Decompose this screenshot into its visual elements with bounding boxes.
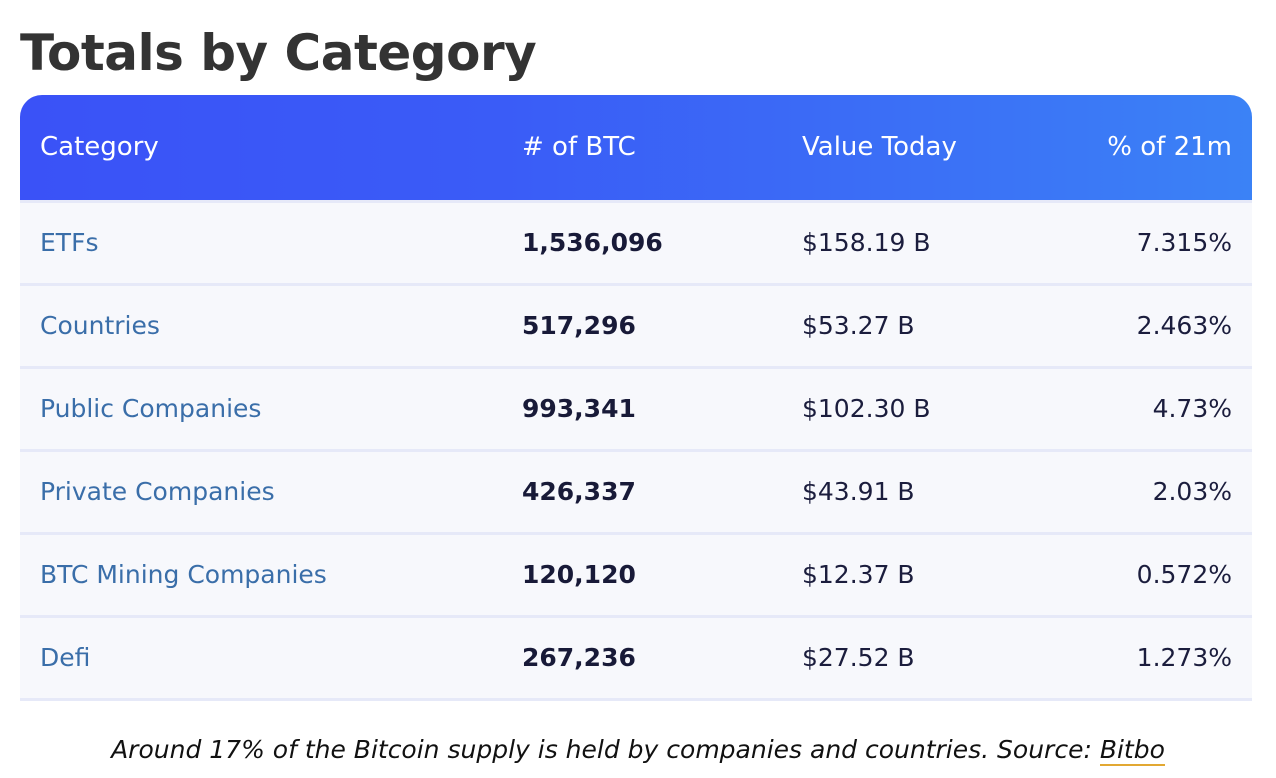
btc-cell: 267,236 (502, 614, 782, 701)
category-cell[interactable]: Public Companies (20, 365, 502, 450)
percent-cell: 2.03% (1042, 448, 1252, 533)
btc-cell: 993,341 (502, 365, 782, 450)
column-header-value[interactable]: Value Today (782, 95, 1042, 201)
value-cell: $102.30 B (782, 365, 1042, 450)
table-row: Defi 267,236 $27.52 B 1.273% (20, 614, 1252, 701)
value-cell: $43.91 B (782, 448, 1042, 533)
header-row: Category # of BTC Value Today % of 21m (20, 95, 1252, 201)
column-header-percent[interactable]: % of 21m (1042, 95, 1252, 201)
page-title: Totals by Category (20, 24, 537, 82)
value-cell: $53.27 B (782, 282, 1042, 367)
column-header-category[interactable]: Category (20, 95, 502, 201)
btc-cell: 426,337 (502, 448, 782, 533)
category-cell[interactable]: BTC Mining Companies (20, 531, 502, 616)
value-cell: $12.37 B (782, 531, 1042, 616)
btc-cell: 517,296 (502, 282, 782, 367)
table-row: Public Companies 993,341 $102.30 B 4.73% (20, 365, 1252, 450)
table-header: Category # of BTC Value Today % of 21m (20, 95, 1252, 201)
btc-cell: 120,120 (502, 531, 782, 616)
category-cell[interactable]: Defi (20, 614, 502, 701)
value-cell: $158.19 B (782, 199, 1042, 284)
percent-cell: 2.463% (1042, 282, 1252, 367)
totals-table: Category # of BTC Value Today % of 21m E… (20, 95, 1252, 701)
table-row: Countries 517,296 $53.27 B 2.463% (20, 282, 1252, 367)
figure-caption: Around 17% of the Bitcoin supply is held… (0, 728, 1276, 772)
percent-cell: 7.315% (1042, 199, 1252, 284)
percent-cell: 1.273% (1042, 614, 1252, 701)
caption-text: Around 17% of the Bitcoin supply is held… (111, 735, 1100, 764)
btc-cell: 1,536,096 (502, 199, 782, 284)
column-header-btc[interactable]: # of BTC (502, 95, 782, 201)
percent-cell: 4.73% (1042, 365, 1252, 450)
table-body: ETFs 1,536,096 $158.19 B 7.315% Countrie… (20, 199, 1252, 701)
percent-cell: 0.572% (1042, 531, 1252, 616)
table-row: BTC Mining Companies 120,120 $12.37 B 0.… (20, 531, 1252, 616)
source-link[interactable]: Bitbo (1099, 735, 1165, 766)
category-cell[interactable]: Countries (20, 282, 502, 367)
value-cell: $27.52 B (782, 614, 1042, 701)
category-cell[interactable]: ETFs (20, 199, 502, 284)
totals-table-container: Category # of BTC Value Today % of 21m E… (20, 95, 1252, 701)
category-cell[interactable]: Private Companies (20, 448, 502, 533)
table-row: ETFs 1,536,096 $158.19 B 7.315% (20, 199, 1252, 284)
table-row: Private Companies 426,337 $43.91 B 2.03% (20, 448, 1252, 533)
